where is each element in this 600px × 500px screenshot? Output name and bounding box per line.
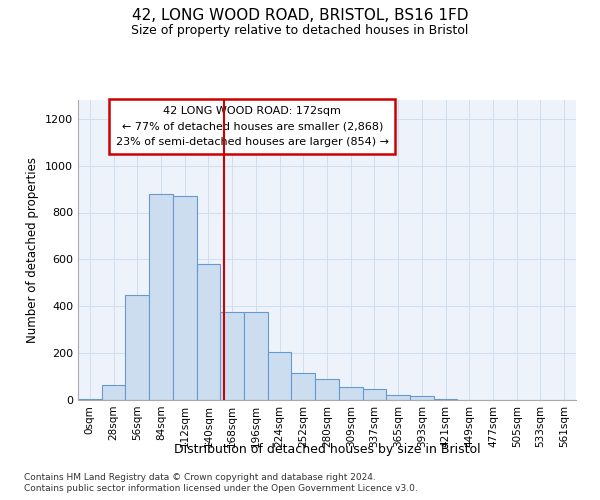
Text: Contains HM Land Registry data © Crown copyright and database right 2024.: Contains HM Land Registry data © Crown c… (24, 472, 376, 482)
Bar (220, 312, 244, 400)
Bar (362, 390, 386, 400)
Bar (102, 385, 125, 400)
Bar (197, 264, 220, 400)
Bar (386, 396, 410, 400)
Text: 42, LONG WOOD ROAD, BRISTOL, BS16 1FD: 42, LONG WOOD ROAD, BRISTOL, BS16 1FD (132, 8, 468, 22)
Bar (125, 294, 149, 400)
Y-axis label: Number of detached properties: Number of detached properties (26, 157, 40, 343)
Text: 42 LONG WOOD ROAD: 172sqm
← 77% of detached houses are smaller (2,868)
23% of se: 42 LONG WOOD ROAD: 172sqm ← 77% of detac… (116, 106, 389, 147)
Text: Contains public sector information licensed under the Open Government Licence v3: Contains public sector information licen… (24, 484, 418, 493)
Bar (78, 399, 102, 400)
Bar (268, 352, 292, 400)
Text: Size of property relative to detached houses in Bristol: Size of property relative to detached ho… (131, 24, 469, 37)
Bar (149, 194, 173, 400)
Bar (434, 399, 457, 400)
Bar (173, 196, 197, 400)
Text: Distribution of detached houses by size in Bristol: Distribution of detached houses by size … (173, 442, 481, 456)
Bar (315, 379, 339, 400)
Bar (339, 386, 362, 400)
Bar (410, 396, 434, 400)
Bar (292, 373, 315, 400)
Bar (244, 312, 268, 400)
